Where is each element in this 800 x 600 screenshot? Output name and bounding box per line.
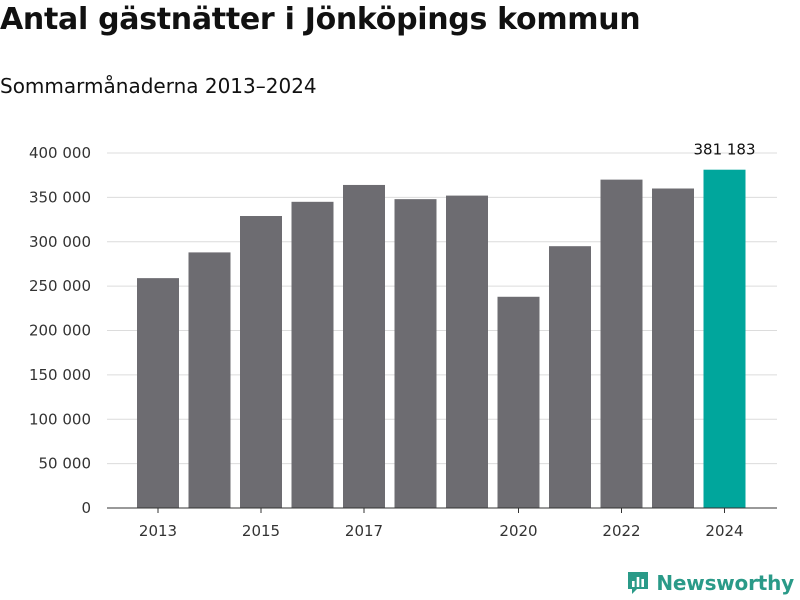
x-tick-label: 2020 bbox=[499, 522, 537, 540]
data-label: 381 183 bbox=[693, 141, 755, 159]
y-tick-label: 50 000 bbox=[39, 455, 92, 473]
y-tick-label: 0 bbox=[81, 499, 91, 517]
bars bbox=[137, 169, 746, 509]
bar-2015 bbox=[240, 216, 282, 508]
data-labels: 381 183 bbox=[693, 141, 755, 159]
y-tick-label: 100 000 bbox=[29, 410, 91, 428]
bar-2016 bbox=[291, 201, 334, 508]
x-tick-label: 2013 bbox=[139, 522, 177, 540]
bar-2019 bbox=[446, 195, 488, 508]
y-tick-label: 400 000 bbox=[29, 144, 91, 162]
bar-2020 bbox=[497, 296, 540, 508]
brand-logo: Newsworthy bbox=[626, 570, 794, 596]
newsworthy-logo-icon bbox=[628, 572, 649, 594]
y-axis-tick-labels: 0 50 000 100 000 150 000 200 000 250 000 300 0… bbox=[29, 144, 91, 517]
bar-2021 bbox=[549, 246, 591, 508]
bar-2018 bbox=[394, 199, 437, 508]
chart-subtitle: Sommarmånaderna 2013–2024 bbox=[0, 74, 317, 98]
bar-2017 bbox=[343, 184, 385, 508]
bar-2013 bbox=[137, 278, 179, 508]
x-tick-label: 2017 bbox=[345, 522, 383, 540]
bar-chart: 0 50 000 100 000 150 000 200 000 250 000 300 0… bbox=[29, 141, 777, 540]
y-tick-label: 300 000 bbox=[29, 233, 91, 251]
bar-2023 bbox=[652, 188, 694, 508]
x-axis-tick-labels: 2013 2015 2017 2020 2022 2024 bbox=[139, 508, 744, 540]
x-tick-label: 2022 bbox=[602, 522, 640, 540]
bar-2024 bbox=[703, 169, 746, 509]
y-tick-label: 150 000 bbox=[29, 366, 91, 384]
y-tick-label: 200 000 bbox=[29, 322, 91, 340]
brand-name: Newsworthy bbox=[656, 571, 794, 595]
bar-2014 bbox=[188, 252, 231, 508]
chart-title: Antal gästnätter i Jönköpings kommun bbox=[0, 2, 641, 37]
y-tick-label: 350 000 bbox=[29, 188, 91, 206]
x-tick-label: 2024 bbox=[705, 522, 743, 540]
y-tick-label: 250 000 bbox=[29, 277, 91, 295]
x-tick-label: 2015 bbox=[242, 522, 280, 540]
bar-2022 bbox=[600, 179, 643, 508]
